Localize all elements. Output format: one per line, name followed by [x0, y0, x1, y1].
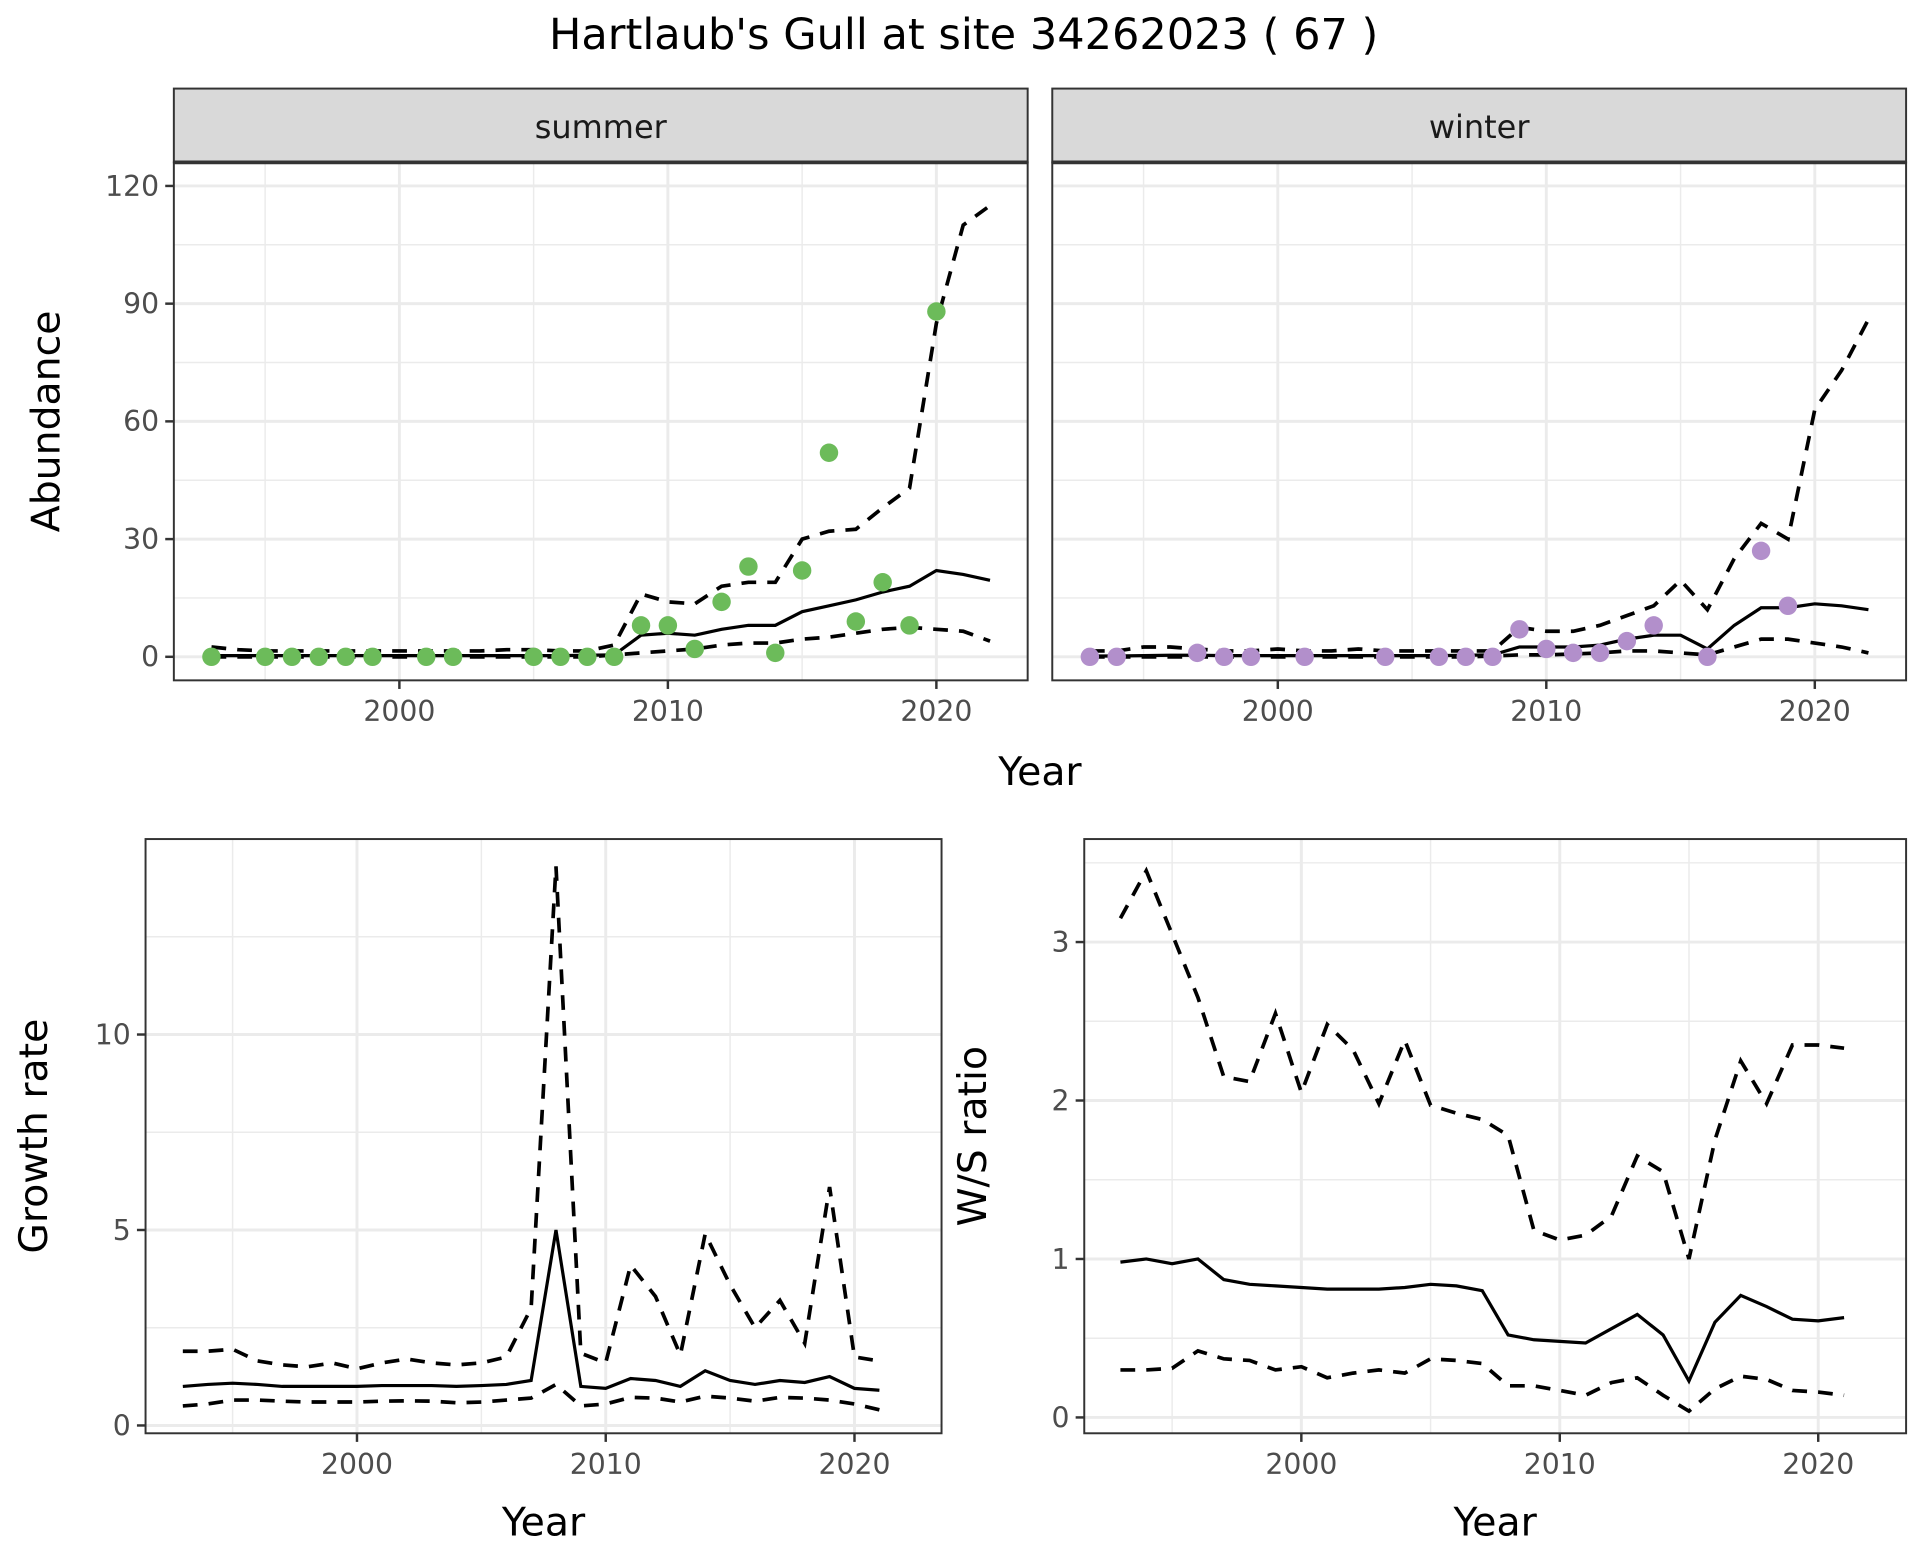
data-point — [658, 616, 678, 635]
data-point — [363, 647, 382, 667]
y-tick-label: 5 — [113, 1214, 131, 1247]
data-point — [712, 592, 731, 612]
y-tick-label: 0 — [1051, 1401, 1069, 1434]
data-point — [1214, 647, 1234, 667]
lower-bound-line — [182, 1382, 880, 1412]
x-tick-label: 2000 — [321, 1448, 393, 1481]
x-tick-label: 2010 — [1510, 695, 1582, 728]
x-tick-label: 2000 — [363, 695, 435, 728]
facet-strip — [1051, 87, 1908, 164]
data-point — [900, 616, 919, 635]
x-axis-label: Year — [501, 1499, 586, 1545]
y-tick-label: 60 — [123, 405, 159, 438]
data-point — [846, 612, 866, 631]
data-point — [685, 639, 704, 659]
data-point — [1241, 647, 1261, 667]
data-point — [604, 647, 624, 667]
upper-bound-line — [182, 866, 880, 1371]
panel-border — [144, 838, 943, 1435]
data-point — [1563, 643, 1583, 663]
x-tick-label: 2010 — [570, 1448, 642, 1481]
data-point — [873, 573, 892, 592]
y-tick-label: 30 — [123, 523, 159, 556]
data-point — [1080, 647, 1100, 667]
data-point — [1510, 620, 1529, 639]
data-point — [1429, 647, 1449, 667]
data-point — [524, 647, 543, 667]
y-tick-label: 3 — [1051, 926, 1069, 959]
x-tick-label: 2000 — [1242, 695, 1314, 728]
y-axis-label: Growth rate — [11, 1019, 57, 1254]
y-tick-label: 120 — [105, 170, 159, 203]
y-tick-label: 0 — [141, 641, 159, 674]
y-axis-label: W/S ratio — [950, 1046, 996, 1226]
y-tick-label: 2 — [1051, 1084, 1069, 1117]
x-axis-label: Year — [1453, 1499, 1538, 1545]
chart-title: Hartlaub's Gull at site 34262023 ( 67 ) — [549, 10, 1378, 60]
data-point — [417, 647, 436, 667]
data-point — [282, 647, 302, 667]
data-point — [631, 616, 651, 635]
data-point — [336, 647, 355, 667]
data-point — [819, 443, 839, 462]
data-point — [443, 647, 463, 667]
data-point — [1644, 616, 1663, 635]
data-point — [1188, 643, 1207, 663]
data-point — [551, 647, 570, 667]
y-tick-label: 10 — [95, 1018, 131, 1051]
data-point — [202, 647, 221, 667]
data-point — [1107, 647, 1126, 667]
upper-bound-line — [1118, 866, 1845, 1260]
data-point — [1778, 596, 1798, 616]
x-tick-label: 2020 — [900, 695, 972, 728]
data-point — [792, 561, 812, 580]
data-point — [1537, 639, 1556, 659]
panel-border — [1083, 838, 1908, 1435]
x-tick-label: 2020 — [818, 1448, 890, 1481]
mean-line — [1120, 1257, 1845, 1385]
y-tick-label: 0 — [113, 1409, 131, 1442]
y-tick-label: 90 — [123, 287, 159, 320]
x-tick-label: 2010 — [1524, 1448, 1596, 1481]
panel-summer: summer 2000 2010 2020 0 30 60 90 120 Abundance — [23, 87, 1029, 728]
data-point — [1483, 647, 1502, 667]
data-point — [578, 647, 597, 667]
data-point — [1617, 631, 1637, 651]
facet-label: winter — [1429, 108, 1530, 146]
y-axis-label: Abundance — [23, 311, 69, 533]
x-tick-label: 2020 — [1782, 1448, 1854, 1481]
panel-chart-2: 2000 2010 2020 0 5 10 Growth rate Year — [11, 838, 943, 1545]
lower-bound-line — [1120, 1348, 1845, 1414]
mean-line — [182, 1229, 880, 1392]
data-point — [1590, 643, 1610, 663]
data-point — [1698, 647, 1717, 667]
data-point — [739, 557, 758, 576]
x-tick-label: 2020 — [1779, 695, 1851, 728]
x-tick-label: 2000 — [1265, 1448, 1337, 1481]
plot-background — [1084, 839, 1907, 1434]
facet-label: summer — [535, 108, 668, 146]
data-point — [1751, 541, 1771, 561]
data-point — [255, 647, 275, 667]
data-point — [309, 647, 329, 667]
panel-chart-3: 2000 2010 2020 0 1 2 3 W/S ratio Year — [950, 838, 1908, 1545]
data-point — [766, 643, 785, 663]
panel-winter: winter 2000 2010 2020 — [1051, 87, 1908, 728]
data-point — [1456, 647, 1475, 667]
y-tick-label: 1 — [1051, 1243, 1069, 1276]
plot-background — [145, 839, 942, 1434]
top-x-axis-label: Year — [997, 749, 1082, 795]
data-point — [1295, 647, 1314, 667]
data-point — [927, 302, 946, 321]
x-tick-label: 2010 — [632, 695, 704, 728]
data-point — [1375, 647, 1395, 667]
